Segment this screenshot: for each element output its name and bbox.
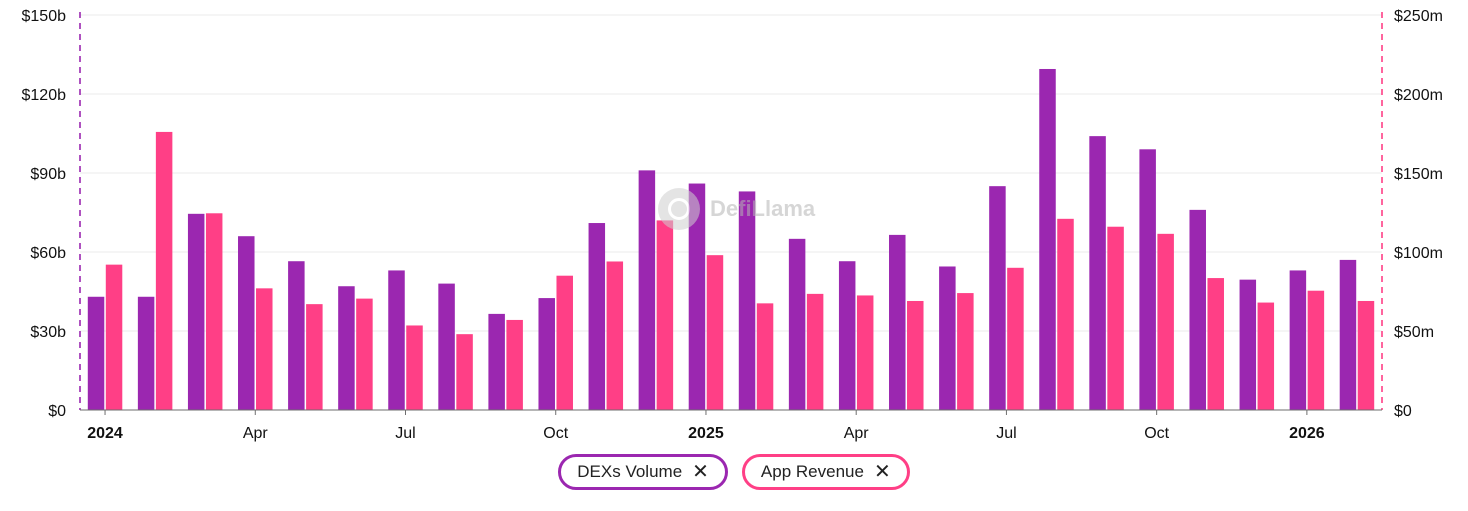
x-tick-label: Apr [844,425,870,442]
bar-app-revenue [256,288,273,410]
bar-dexs-volume [1089,136,1106,410]
x-tick-label: Oct [1144,425,1169,442]
legend-label-app-revenue: App Revenue [760,462,864,481]
y-right-tick-label: $200m [1394,87,1443,104]
bar-app-revenue [306,304,323,410]
y-left-tick-label: $0 [48,403,66,420]
bar-dexs-volume [187,213,205,410]
bar-dexs-volume [538,298,555,410]
bar-app-revenue [1257,302,1275,410]
bar-app-revenue [907,300,924,410]
bar-dexs-volume [738,191,756,410]
bar-app-revenue [456,334,473,410]
bar-app-revenue [856,295,874,410]
bar-app-revenue [1007,267,1024,410]
bar-app-revenue [706,255,724,410]
bar-dexs-volume [788,238,806,410]
bar-app-revenue [806,293,824,410]
x-tick-label: Apr [243,425,269,442]
bar-dexs-volume [488,313,505,410]
bar-app-revenue [556,275,573,410]
bar-dexs-volume [238,236,255,410]
bar-app-revenue [957,293,974,410]
defillama-logo-icon [658,188,700,230]
bar-app-revenue [1157,233,1174,410]
bar-app-revenue [155,131,173,411]
bar-dexs-volume [1239,279,1257,410]
bar-dexs-volume [688,183,706,410]
bar-dexs-volume [889,234,906,410]
bar-app-revenue [506,319,523,410]
bar-app-revenue [1307,290,1325,410]
y-left-tick-label: $120b [22,87,67,104]
bar-app-revenue [606,261,624,410]
y-left-tick-label: $60b [30,245,66,262]
bar-app-revenue [356,298,373,410]
close-icon[interactable]: ✕ [873,461,891,483]
legend: DEXs Volume ✕ App Revenue ✕ [0,454,1468,490]
bar-dexs-volume [588,223,606,410]
bar-dexs-volume [388,270,405,410]
bar-dexs-volume [989,186,1006,410]
x-tick-label: Jul [395,425,415,442]
x-tick-label: Jul [996,425,1016,442]
axis-layer: $0 $0 $30b $50m $60b $100m $90b $150m $120b $200m… [22,8,1443,442]
bar-app-revenue [656,220,674,410]
close-icon[interactable]: ✕ [692,461,709,483]
y-right-tick-label: $50m [1394,324,1434,341]
legend-item-dexs-volume[interactable]: DEXs Volume ✕ [558,454,728,490]
bar-app-revenue [1207,278,1224,410]
bar-app-revenue [756,303,774,410]
bars-layer [87,68,1375,411]
bar-app-revenue [406,325,423,410]
bar-dexs-volume [87,296,105,410]
x-tick-label: 2025 [688,425,724,442]
bar-app-revenue [1107,226,1124,410]
bar-dexs-volume [1139,149,1156,411]
x-tick-label: 2026 [1289,425,1325,442]
bar-dexs-volume [438,283,455,410]
legend-label-dexs-volume: DEXs Volume [577,462,683,481]
bar-app-revenue [105,264,123,410]
y-left-tick-label: $150b [22,8,67,25]
y-right-tick-label: $250m [1394,8,1443,25]
bar-chart: $0 $0 $30b $50m $60b $100m $90b $150m $120b $200m… [22,8,1443,442]
bar-dexs-volume [838,261,856,410]
y-left-tick-label: $90b [30,166,66,183]
bar-dexs-volume [939,266,956,410]
y-right-tick-label: $100m [1394,245,1443,262]
y-right-tick-label: $150m [1394,166,1443,183]
watermark-text: DefiLlama [710,196,816,221]
bar-dexs-volume [1289,270,1307,410]
bar-dexs-volume [288,261,305,410]
bar-dexs-volume [1039,68,1056,410]
bar-dexs-volume [1339,259,1357,410]
watermark: DefiLlama [658,188,815,230]
y-left-tick-label: $30b [30,324,66,341]
bar-dexs-volume [1189,209,1206,410]
x-tick-label: 2024 [87,425,123,442]
bar-app-revenue [205,213,223,410]
legend-item-app-revenue[interactable]: App Revenue ✕ [741,454,910,490]
bar-dexs-volume [638,170,656,410]
x-tick-label: Oct [543,425,568,442]
bar-app-revenue [1057,218,1074,410]
bar-dexs-volume [137,296,155,410]
bar-app-revenue [1357,300,1375,410]
y-right-tick-label: $0 [1394,403,1412,420]
bar-dexs-volume [338,286,355,410]
